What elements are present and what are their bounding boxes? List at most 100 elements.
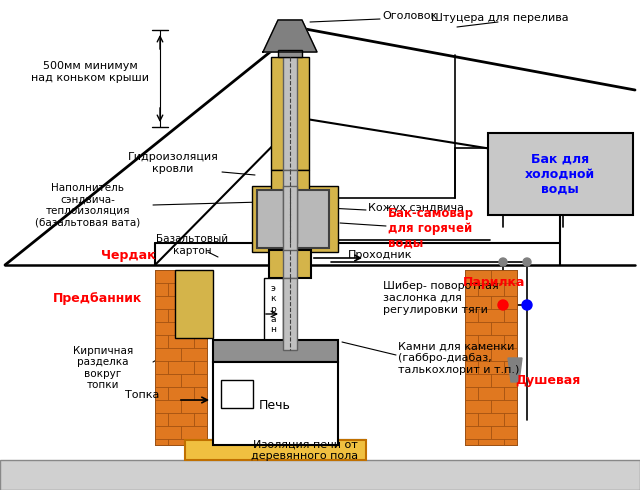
Bar [155,270,207,445]
Text: Предбанник: Предбанник [53,292,143,304]
Bar [155,361,168,374]
Bar [264,278,283,340]
Text: Душевая: Душевая [515,373,580,387]
Bar [175,270,213,338]
Circle shape [498,300,508,310]
Bar [491,296,517,309]
Bar [504,309,517,322]
Bar [194,387,207,400]
Bar [504,413,517,426]
Bar [213,340,338,362]
Bar [504,283,517,296]
Text: Бак для
холодной
воды: Бак для холодной воды [525,152,595,196]
Bar [504,361,517,374]
Text: Штуцера для перелива: Штуцера для перелива [431,13,569,23]
Text: Камни для каменки
(габбро-диабаз,
талькохлорит и т.п.): Камни для каменки (габбро-диабаз, талько… [398,342,520,374]
Bar [504,439,517,445]
Bar [194,413,207,426]
Circle shape [499,258,507,266]
Bar [168,283,194,296]
Bar [155,374,181,387]
Bar [155,439,168,445]
Bar [257,190,329,248]
Bar [488,133,633,215]
Bar [478,309,504,322]
Text: Бак-самовар
для горячей
воды: Бак-самовар для горячей воды [388,206,474,249]
Bar [283,170,297,243]
Circle shape [523,258,531,266]
Bar [181,270,207,283]
Bar [181,426,207,439]
Bar [181,348,207,361]
Bar [283,186,297,252]
Bar [221,380,253,408]
Text: 500мм минимум
над коньком крыши: 500мм минимум над коньком крыши [31,61,149,83]
Text: Базальтовый
картон: Базальтовый картон [156,234,228,256]
Bar [465,270,491,283]
Bar [491,374,517,387]
Bar [181,400,207,413]
Bar [465,374,491,387]
Text: Гидроизоляция
кровли: Гидроизоляция кровли [127,152,218,174]
Bar [181,374,207,387]
Bar [155,387,168,400]
Text: Наполнитель
сэндвича-
теплоизоляция
(базальтовая вата): Наполнитель сэндвича- теплоизоляция (баз… [35,183,141,227]
Bar [465,400,491,413]
Bar [465,439,478,445]
Polygon shape [508,358,522,382]
Bar [465,296,491,309]
Bar [168,335,194,348]
Bar [155,348,181,361]
Bar [465,387,478,400]
Bar [168,309,194,322]
Bar [478,439,504,445]
Bar [465,361,478,374]
Text: Печь: Печь [259,398,291,412]
Bar [0,460,640,490]
Text: Проходник: Проходник [348,250,413,260]
Bar [194,335,207,348]
Text: Кирпичная
разделка
вокруг
топки: Кирпичная разделка вокруг топки [73,345,133,391]
Bar [155,322,181,335]
Bar [155,296,181,309]
Bar [465,270,517,445]
Bar [478,283,504,296]
Text: Кожух сэндвича: Кожух сэндвича [368,203,464,213]
Bar [283,278,297,350]
Bar [491,348,517,361]
Bar [465,413,478,426]
Bar [491,400,517,413]
Bar [465,322,491,335]
Bar [465,335,478,348]
Bar [155,309,168,322]
Bar [504,335,517,348]
Bar [491,270,517,283]
Text: э
к
р
а
н: э к р а н [270,284,276,334]
Bar [271,57,309,170]
Bar [465,283,478,296]
Bar [155,270,181,283]
Bar [155,335,168,348]
Bar [491,426,517,439]
Bar [168,387,194,400]
Bar [504,387,517,400]
Text: Чердак: Чердак [100,248,156,262]
Bar [155,400,181,413]
Bar [194,361,207,374]
Bar [465,309,478,322]
Circle shape [522,300,532,310]
Bar [252,186,338,252]
Bar [213,362,338,445]
Bar [283,57,297,170]
Polygon shape [263,20,317,52]
Bar [155,283,168,296]
Bar [168,439,194,445]
Bar [478,335,504,348]
Text: Топка: Топка [125,390,159,400]
Bar [168,413,194,426]
Bar [478,361,504,374]
Bar [185,440,366,460]
Bar [271,170,309,243]
Bar [168,361,194,374]
Bar [465,348,491,361]
